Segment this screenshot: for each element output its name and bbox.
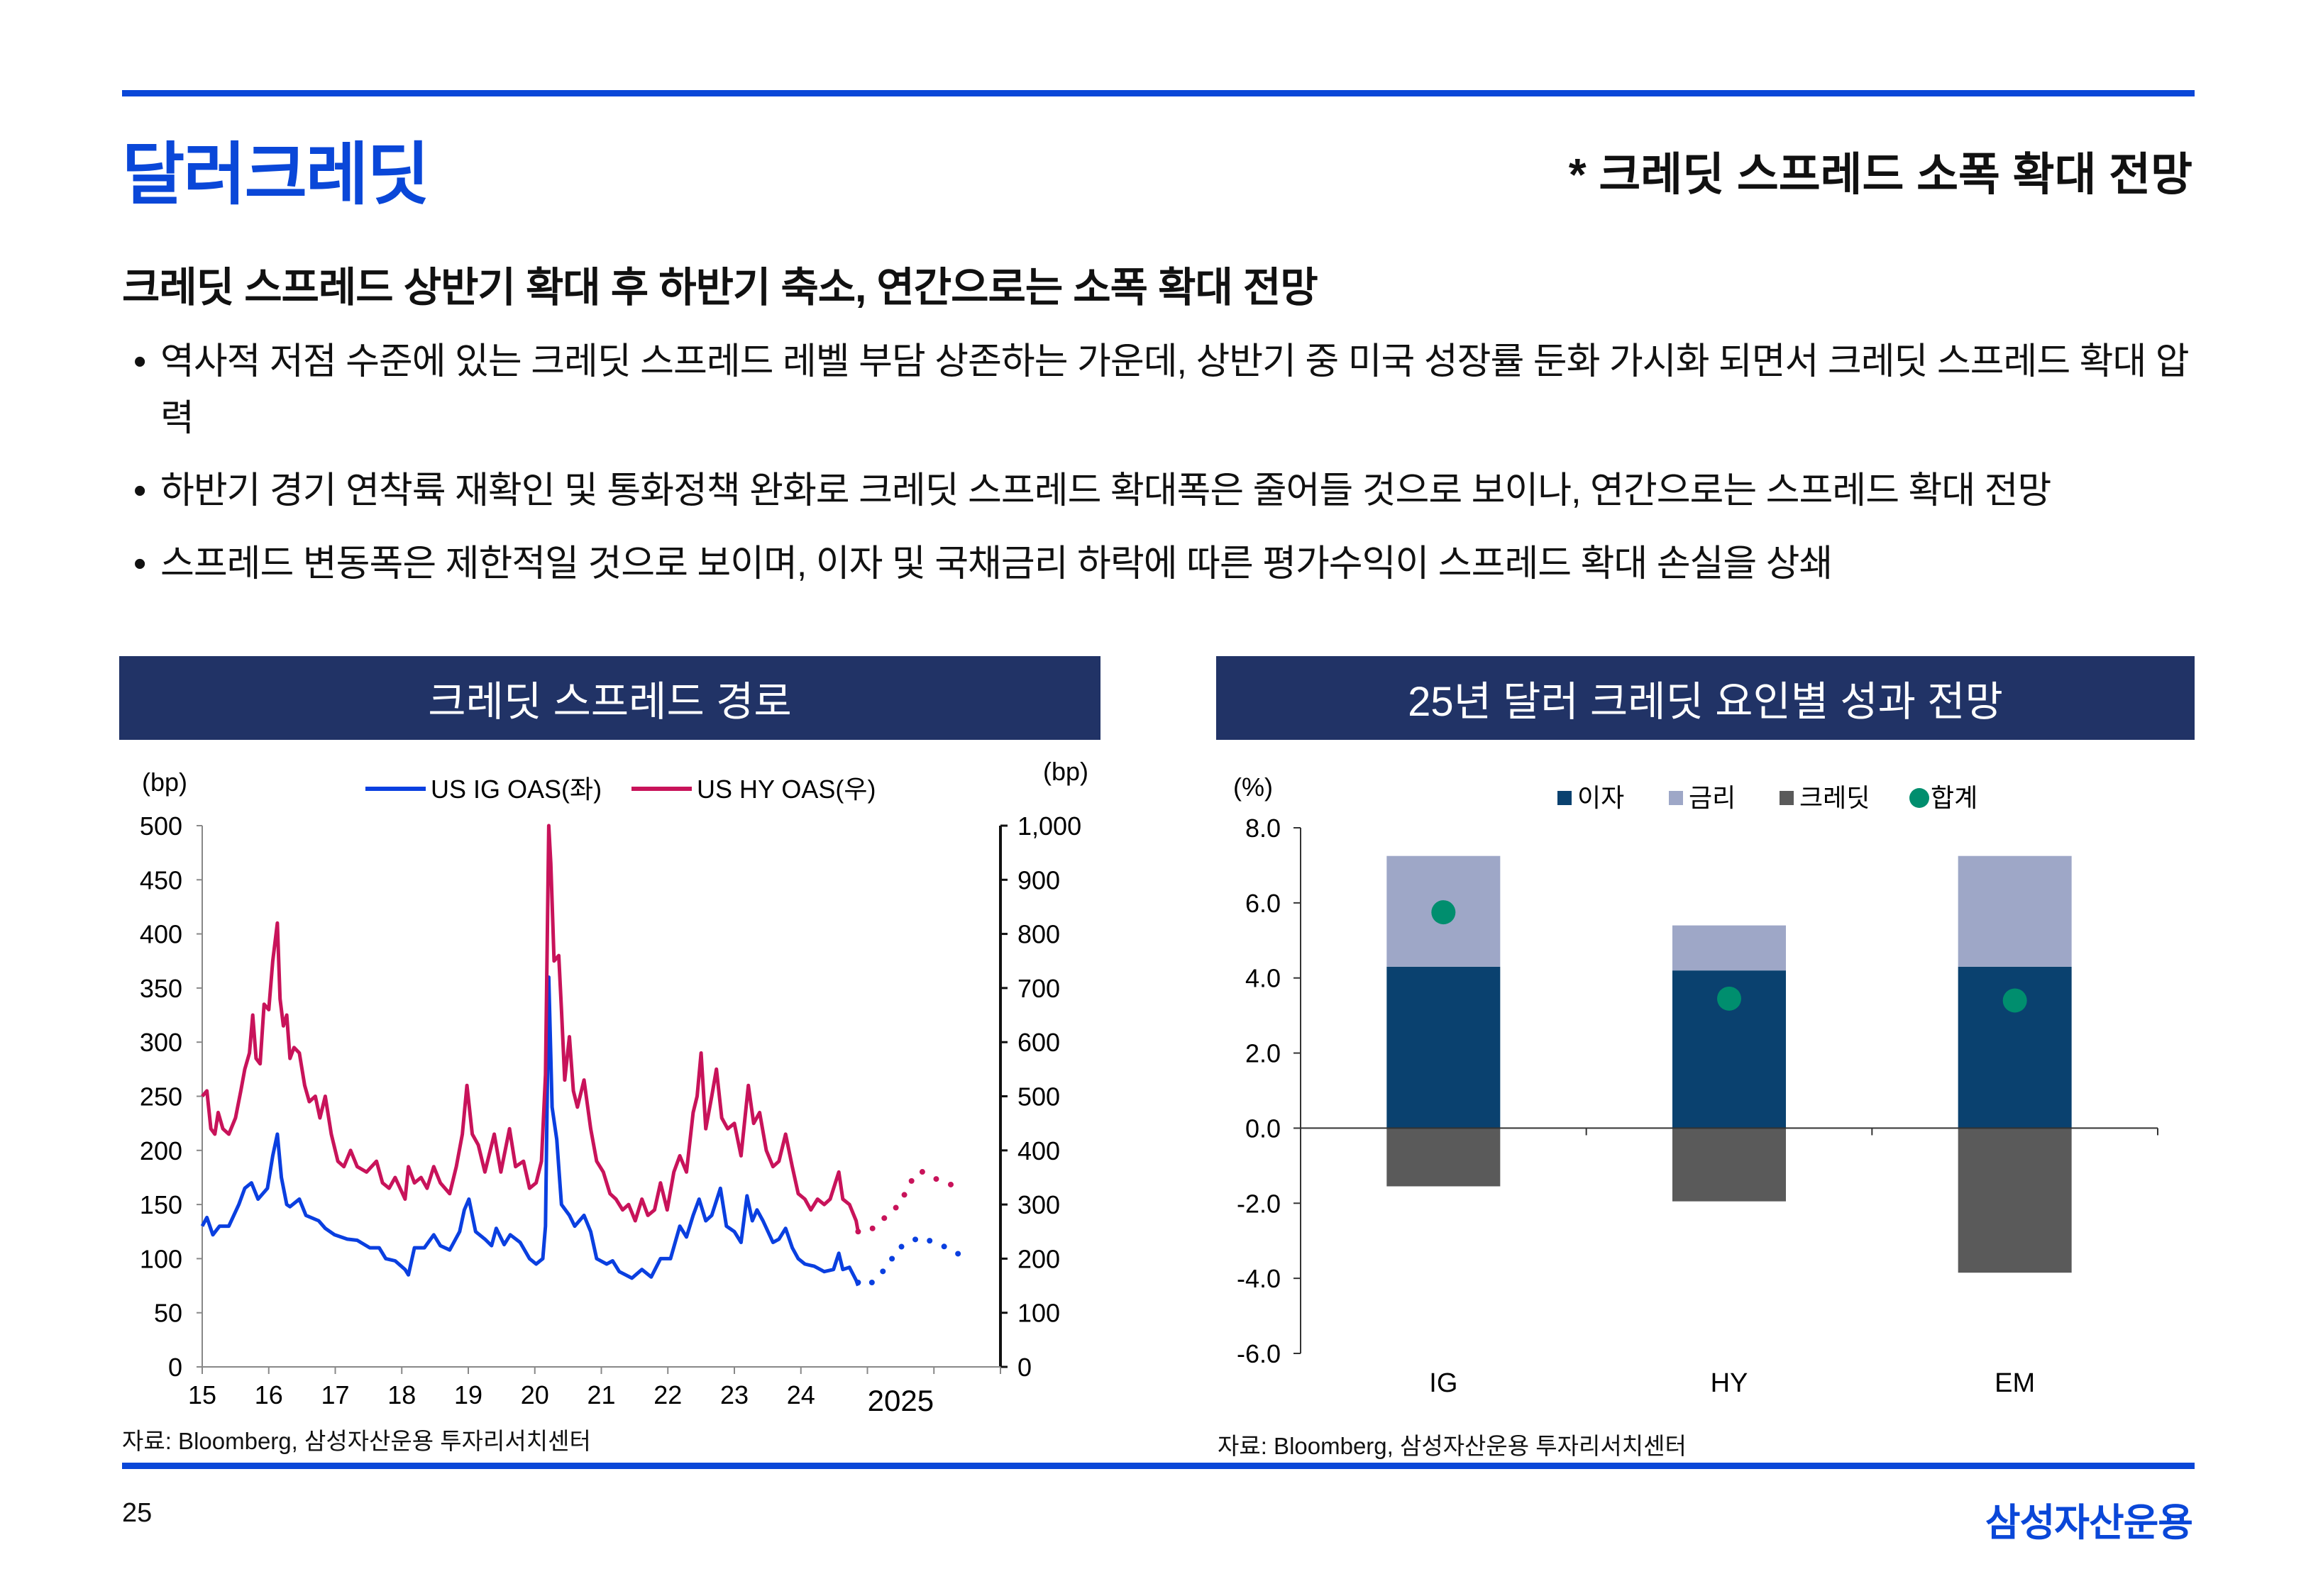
total-dot <box>1431 900 1456 925</box>
x-tick-label: 15 <box>188 1380 216 1409</box>
x-tick-label: 24 <box>787 1380 815 1409</box>
right-y-tick-label: 700 <box>1017 974 1060 1003</box>
y-tick-label: -4.0 <box>1237 1264 1281 1293</box>
x-tick-label: 20 <box>521 1380 549 1409</box>
right-y-tick-label: 800 <box>1017 920 1060 949</box>
bar-em-segment-2 <box>1958 1128 2072 1273</box>
right-y-tick-label: 900 <box>1017 865 1060 894</box>
bullet-item: • 역사적 저점 수준에 있는 크레딧 스프레드 레벨 부담 상존하는 가운데,… <box>133 333 2191 447</box>
legend-label: 이자 <box>1577 783 1624 812</box>
right-y-tick-label: 200 <box>1017 1244 1060 1273</box>
right-y-tick-label: 300 <box>1017 1190 1060 1219</box>
x-tick-label: 23 <box>720 1380 749 1409</box>
x-tick-label: 16 <box>255 1380 283 1409</box>
page-tagline: * 크레딧 스프레드 소폭 확대 전망 <box>1568 149 2192 200</box>
legend-swatch <box>1557 791 1572 805</box>
legend-label: US HY OAS(우) <box>697 775 876 804</box>
x-tick-label-forecast: 2025 <box>868 1384 934 1417</box>
right-y-tick-label: 600 <box>1017 1028 1060 1057</box>
y-axis-unit: (%) <box>1233 772 1273 802</box>
right-axis-unit: (bp) <box>1043 757 1088 786</box>
x-tick-label: 22 <box>653 1380 682 1409</box>
section-subtitle: 크레딧 스프레드 상반기 확대 후 하반기 축소, 연간으로는 소폭 확대 전망 <box>122 265 1318 311</box>
left-y-tick-label: 0 <box>168 1353 182 1382</box>
top-rule <box>122 90 2195 96</box>
legend-swatch <box>1669 791 1683 805</box>
x-tick-label: 19 <box>454 1380 482 1409</box>
y-tick-label: 2.0 <box>1245 1039 1281 1068</box>
bullet-text: 하반기 경기 연착륙 재확인 및 통화정책 완화로 크레딧 스프레드 확대폭은 … <box>160 470 2051 511</box>
hy-oas-line <box>201 824 860 1232</box>
page-number: 25 <box>122 1498 153 1528</box>
bullet-marker: • <box>133 470 146 511</box>
performance-chart-title: 25년 달러 크레딧 요인별 성과 전망 <box>1216 656 2195 740</box>
spread-chart-source: 자료: Bloomberg, 삼성자산운용 투자리서치센터 <box>122 1428 591 1454</box>
right-y-tick-label: 100 <box>1017 1299 1060 1328</box>
left-axis-unit: (bp) <box>142 767 187 797</box>
category-label: EM <box>1995 1368 2035 1398</box>
performance-chart-source: 자료: Bloomberg, 삼성자산운용 투자리서치센터 <box>1218 1433 1687 1459</box>
bar-hy-segment-1 <box>1672 925 1786 971</box>
x-tick-label: 18 <box>387 1380 416 1409</box>
left-y-tick-label: 300 <box>140 1028 182 1057</box>
bar-ig-segment-0 <box>1386 966 1501 1129</box>
total-dot <box>1717 986 1741 1011</box>
bar-em-segment-1 <box>1958 855 2072 967</box>
ig-oas-forecast <box>855 1234 966 1290</box>
left-y-tick-label: 100 <box>140 1244 182 1273</box>
y-tick-label: -6.0 <box>1237 1339 1281 1368</box>
left-y-tick-label: 200 <box>140 1136 182 1165</box>
left-y-tick-label: 500 <box>140 811 182 841</box>
y-tick-label: 8.0 <box>1245 814 1281 843</box>
total-dot <box>2002 988 2027 1013</box>
ig-oas-line <box>200 975 860 1287</box>
bar-hy-segment-2 <box>1672 1128 1786 1202</box>
x-tick-label: 21 <box>587 1380 615 1409</box>
y-tick-label: -2.0 <box>1237 1189 1281 1218</box>
bullet-item: • 스프레드 변동폭은 제한적일 것으로 보이며, 이자 및 국채금리 하락에 … <box>133 536 2191 592</box>
page-title: 달러크레딧 <box>122 137 430 213</box>
legend-swatch <box>1780 791 1794 805</box>
left-y-tick-label: 350 <box>140 974 182 1003</box>
right-y-tick-label: 400 <box>1017 1136 1060 1165</box>
x-tick-label: 17 <box>321 1380 349 1409</box>
spread-chart-title: 크레딧 스프레드 경로 <box>119 656 1100 740</box>
legend-label: 크레딧 <box>1799 783 1870 812</box>
bullet-text: 스프레드 변동폭은 제한적일 것으로 보이며, 이자 및 국채금리 하락에 따른… <box>160 543 1833 584</box>
left-y-tick-label: 150 <box>140 1190 182 1219</box>
hy-oas-forecast <box>855 1167 964 1235</box>
category-label: IG <box>1429 1368 1457 1398</box>
legend-label: 합계 <box>1931 783 1977 812</box>
left-y-tick-label: 450 <box>140 865 182 894</box>
legend-label: 금리 <box>1689 783 1736 812</box>
category-label: HY <box>1711 1368 1748 1398</box>
left-y-tick-label: 50 <box>154 1299 182 1328</box>
right-y-tick-label: 0 <box>1017 1353 1032 1382</box>
bullet-text: 역사적 저점 수준에 있는 크레딧 스프레드 레벨 부담 상존하는 가운데, 상… <box>160 341 2190 439</box>
bullet-marker: • <box>133 543 146 584</box>
y-tick-label: 0.0 <box>1245 1114 1281 1143</box>
y-tick-label: 6.0 <box>1245 889 1281 918</box>
right-y-tick-label: 500 <box>1017 1082 1060 1112</box>
legend-swatch <box>1909 788 1929 808</box>
bottom-rule <box>122 1463 2195 1469</box>
y-tick-label: 4.0 <box>1245 964 1281 993</box>
company-logo: 삼성자산운용 <box>1985 1502 2193 1544</box>
bullet-item: • 하반기 경기 연착륙 재확인 및 통화정책 완화로 크레딧 스프레드 확대폭… <box>133 462 2191 519</box>
legend-label: US IG OAS(좌) <box>431 775 602 804</box>
bullet-marker: • <box>133 341 146 382</box>
left-y-tick-label: 250 <box>140 1082 182 1112</box>
left-y-tick-label: 400 <box>140 920 182 949</box>
bar-ig-segment-2 <box>1386 1128 1501 1187</box>
right-y-tick-label: 1,000 <box>1017 811 1081 841</box>
